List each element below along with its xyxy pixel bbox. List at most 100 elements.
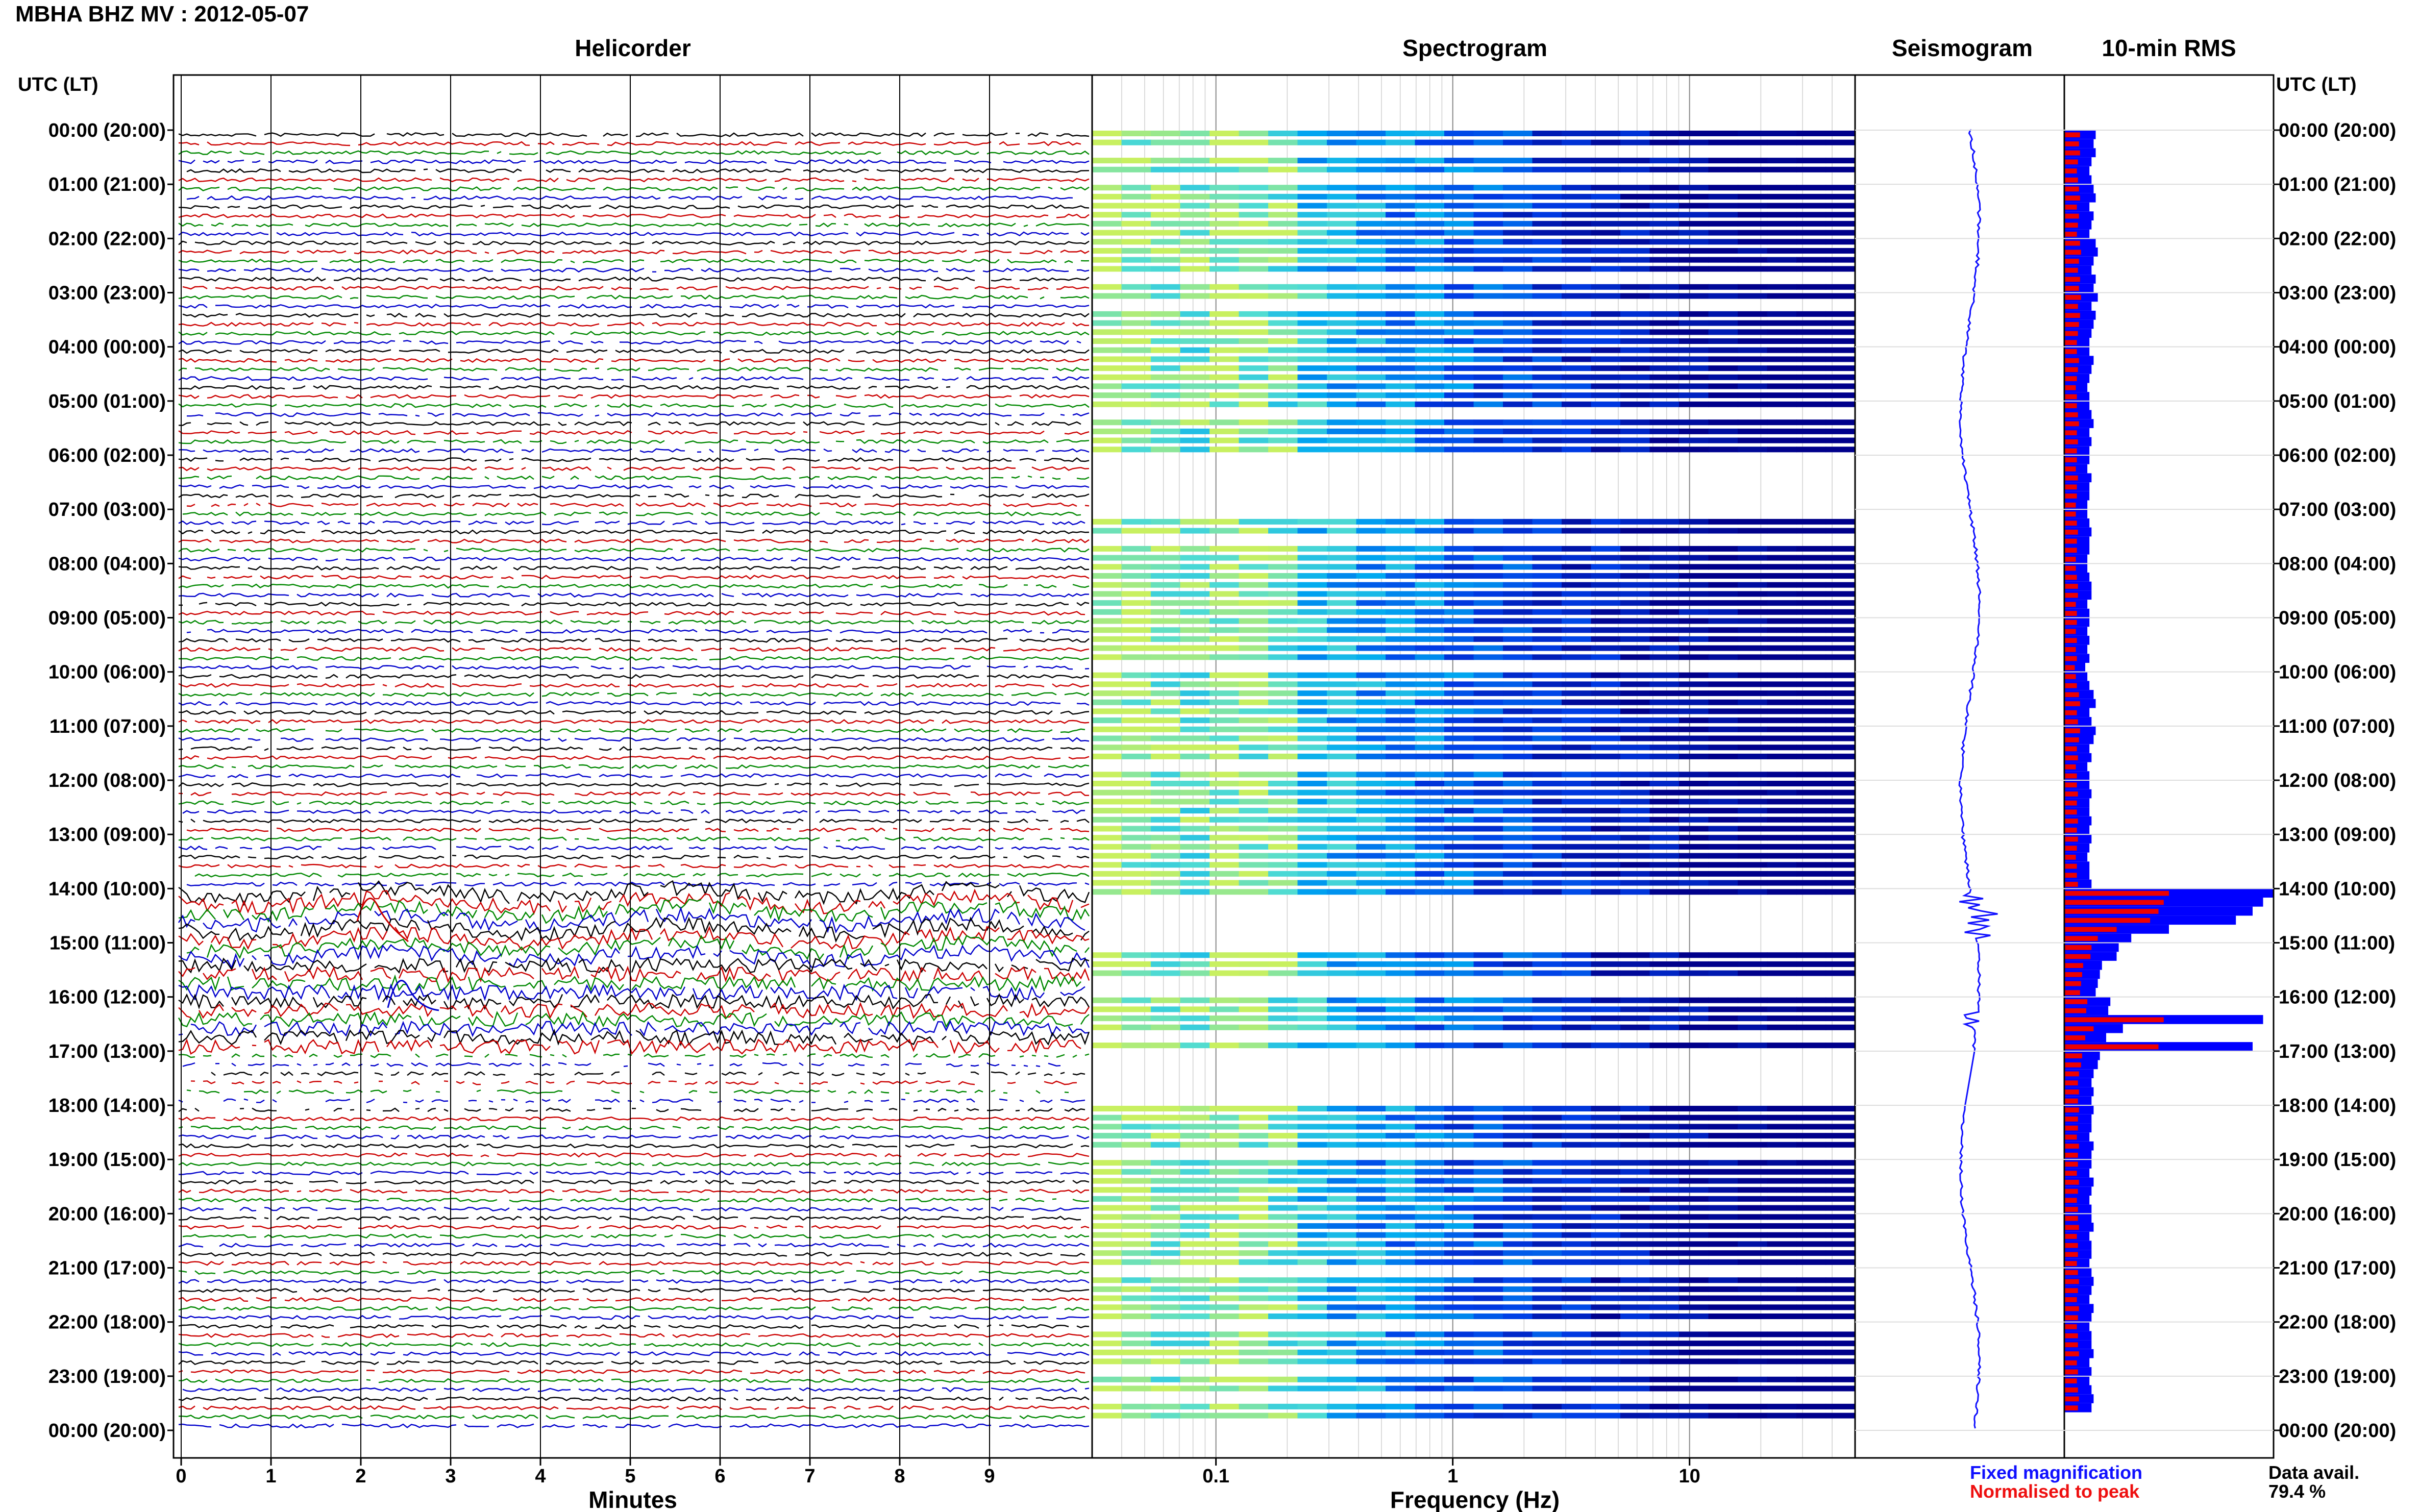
helicorder-trace	[178, 764, 1090, 770]
spectrogram-cell	[1210, 672, 1240, 678]
spectrogram-cell	[1649, 428, 1680, 434]
spectrogram-cell	[1092, 1232, 1122, 1238]
spectrogram-cell	[1356, 1178, 1386, 1184]
spectrogram-cell	[1679, 1232, 1709, 1238]
spectrogram-cell	[1239, 853, 1269, 859]
spectrogram-cell	[1796, 835, 1826, 841]
spectrogram-cell	[1532, 1331, 1562, 1337]
spectrogram-cell	[1268, 212, 1298, 218]
spectrogram-cell	[1180, 726, 1210, 732]
spectrogram-cell	[1679, 745, 1709, 751]
spectrogram-cell	[1297, 745, 1327, 751]
spectrogram-cell	[1532, 636, 1562, 642]
spectrogram-cell	[1386, 1006, 1416, 1012]
spectrogram-cell	[1415, 1043, 1445, 1049]
spectrogram-cell	[1679, 1043, 1709, 1049]
spectrogram-cell	[1473, 753, 1503, 759]
spectrogram-cell	[1210, 257, 1240, 263]
spectrogram-cell	[1649, 1187, 1680, 1193]
spectrogram-cell	[1239, 320, 1269, 326]
spectrogram-cell	[1591, 1142, 1621, 1148]
spectrogram-cell	[1297, 853, 1327, 859]
spectrogram-cell	[1356, 1024, 1386, 1030]
spectrogram-cell	[1239, 1133, 1269, 1139]
spectrogram-cell	[1151, 546, 1181, 552]
rms-bar-normalised	[2064, 511, 2076, 517]
spectrogram-cell	[1239, 365, 1269, 371]
spectrogram-cell	[1767, 419, 1797, 426]
spectrogram-cell	[1532, 1178, 1562, 1184]
spectrogram-cell	[1415, 970, 1445, 976]
spectrogram-cell	[1210, 437, 1240, 443]
spectrogram-cell	[1738, 419, 1768, 426]
spectrogram-cell	[1386, 1024, 1416, 1030]
spectrogram-cell	[1180, 447, 1210, 453]
spectrogram-cell	[1532, 428, 1562, 434]
spectrogram-cell	[1679, 428, 1709, 434]
spectrogram-cell	[1180, 1376, 1210, 1382]
spectrogram-cell	[1386, 528, 1416, 534]
spectrogram-cell	[1473, 329, 1503, 335]
spectrogram-cell	[1532, 1160, 1562, 1166]
spectrogram-cell	[1121, 518, 1151, 525]
spectrogram-cell	[1649, 212, 1680, 218]
spectrogram-cell	[1356, 185, 1386, 191]
spectrogram-cell	[1738, 1403, 1768, 1409]
spectrogram-cell	[1386, 1015, 1416, 1022]
helicorder-trace	[178, 493, 1090, 499]
rms-bar-normalised	[2064, 782, 2077, 788]
time-label-left: 10:00 (06:00)	[48, 662, 166, 683]
spectrogram-cell	[1796, 392, 1826, 399]
spectrogram-cell	[1679, 997, 1709, 1003]
spectrogram-cell	[1796, 844, 1826, 850]
spectrogram-cell	[1121, 753, 1151, 759]
spectrogram-cell	[1121, 618, 1151, 624]
spectrogram-cell	[1591, 311, 1621, 317]
spectrogram-cell	[1679, 1277, 1709, 1283]
spectrogram-cell	[1473, 1142, 1503, 1148]
spectrogram-cell	[1649, 230, 1680, 236]
spectrogram-cell	[1503, 1259, 1533, 1265]
spectrogram-cell	[1825, 1331, 1856, 1337]
spectrogram-cell	[1679, 862, 1709, 868]
spectrogram-cell	[1180, 1286, 1210, 1292]
spectrogram-cell	[1444, 997, 1474, 1003]
spectrogram-cell	[1679, 816, 1709, 823]
spectrogram-cell	[1796, 1259, 1826, 1265]
helicorder-trace	[178, 957, 1090, 974]
freq-tick-label: 0.1	[1202, 1466, 1229, 1487]
spectrogram-cell	[1738, 853, 1768, 859]
rms-bar-normalised	[2064, 737, 2079, 742]
spectrogram-cell	[1562, 826, 1592, 832]
spectrogram-cell	[1708, 745, 1738, 751]
spectrogram-cell	[1767, 961, 1797, 967]
helicorder-trace	[178, 944, 1090, 970]
spectrogram-cell	[1356, 808, 1386, 814]
helicorder-trace	[182, 1387, 1090, 1393]
spectrogram-cell	[1327, 1214, 1357, 1220]
spectrogram-cell	[1767, 745, 1797, 751]
spectrogram-cell	[1444, 193, 1474, 200]
spectrogram-cell	[1562, 636, 1592, 642]
rms-bar-normalised	[2064, 1360, 2077, 1366]
spectrogram-cell	[1532, 185, 1562, 191]
spectrogram-cell	[1180, 717, 1210, 724]
helicorder-trace	[178, 1098, 1085, 1103]
spectrogram-cell	[1092, 772, 1122, 778]
spectrogram-cell	[1620, 1142, 1650, 1148]
spectrogram-cell	[1356, 735, 1386, 741]
spectrogram-cell	[1121, 1214, 1151, 1220]
spectrogram-cell	[1562, 699, 1592, 705]
spectrogram-cell	[1327, 1205, 1357, 1211]
spectrogram-cell	[1297, 997, 1327, 1003]
spectrogram-cell	[1532, 708, 1562, 714]
spectrogram-cell	[1210, 799, 1240, 805]
spectrogram-cell	[1327, 844, 1357, 850]
spectrogram-cell	[1767, 338, 1797, 344]
spectrogram-cell	[1679, 726, 1709, 732]
spectrogram-cell	[1708, 789, 1738, 796]
helicorder-trace	[178, 376, 1090, 381]
spectrogram-cell	[1121, 772, 1151, 778]
rms-bar-normalised	[2064, 1053, 2082, 1058]
spectrogram-cell	[1825, 1277, 1856, 1283]
